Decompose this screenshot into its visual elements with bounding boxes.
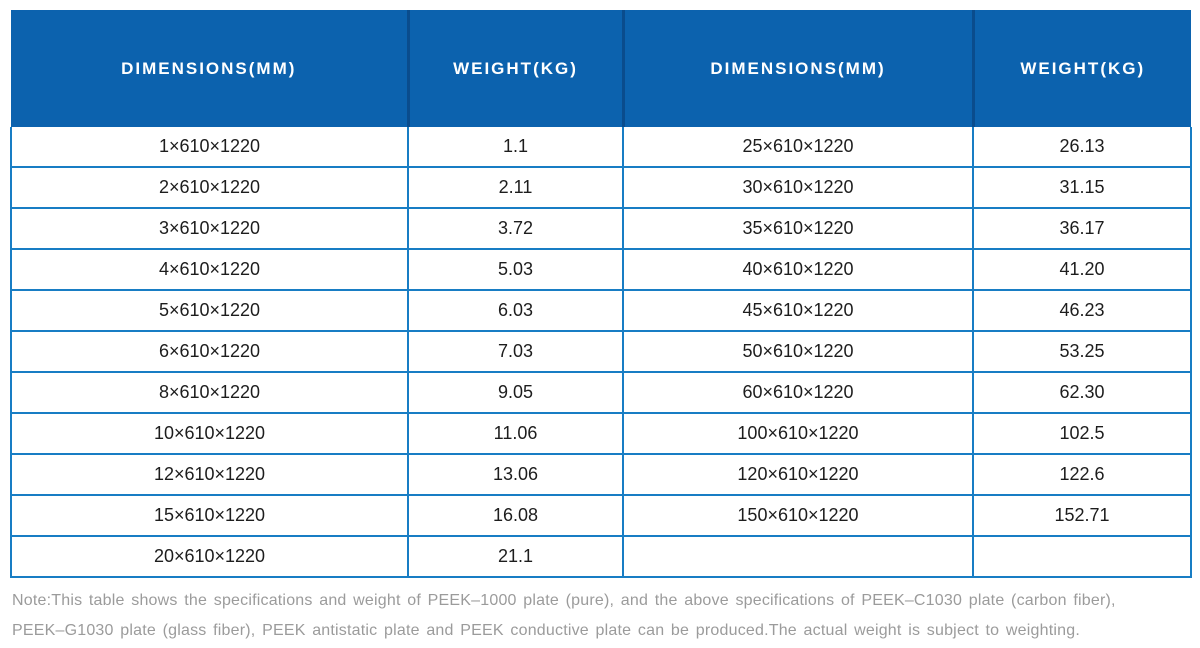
- weight-cell: 1.1: [407, 127, 624, 168]
- weight-cell: 36.17: [972, 207, 1192, 250]
- table-row: 6×610×1220 7.03 50×610×1220 53.25: [10, 330, 1192, 373]
- weight-cell: 122.6: [972, 453, 1192, 496]
- dimensions-cell: 20×610×1220: [10, 535, 409, 578]
- weight-cell: 41.20: [972, 248, 1192, 291]
- dimensions-cell: 100×610×1220: [622, 412, 974, 455]
- table-row: 2×610×1220 2.11 30×610×1220 31.15: [10, 166, 1192, 209]
- dimensions-cell: 35×610×1220: [622, 207, 974, 250]
- weight-cell: 16.08: [407, 494, 624, 537]
- dimensions-cell: 15×610×1220: [10, 494, 409, 537]
- table-row: 8×610×1220 9.05 60×610×1220 62.30: [10, 371, 1192, 414]
- weight-cell: 53.25: [972, 330, 1192, 373]
- weight-cell: 26.13: [972, 127, 1192, 168]
- dimensions-cell: 40×610×1220: [622, 248, 974, 291]
- dimensions-cell: 60×610×1220: [622, 371, 974, 414]
- weight-cell: 13.06: [407, 453, 624, 496]
- col-header-dimensions-left: DIMENSIONS(MM): [11, 10, 408, 127]
- dimensions-cell: 10×610×1220: [10, 412, 409, 455]
- weight-cell: 3.72: [407, 207, 624, 250]
- weight-cell: 21.1: [407, 535, 624, 578]
- weight-cell: 31.15: [972, 166, 1192, 209]
- weight-cell: 46.23: [972, 289, 1192, 332]
- dimensions-cell: 30×610×1220: [622, 166, 974, 209]
- dimensions-cell: 8×610×1220: [10, 371, 409, 414]
- weight-cell: 102.5: [972, 412, 1192, 455]
- footnote-line-1: Note:This table shows the specifications…: [12, 592, 1116, 609]
- dimensions-cell: 12×610×1220: [10, 453, 409, 496]
- spec-table: DIMENSIONS(MM) WEIGHT(KG) DIMENSIONS(MM)…: [10, 10, 1192, 578]
- weight-cell: 152.71: [972, 494, 1192, 537]
- footnote: Note:This table shows the specifications…: [12, 586, 1188, 646]
- footnote-line-2: PEEK–G1030 plate (glass fiber), PEEK ant…: [12, 622, 1080, 639]
- table-row: 1×610×1220 1.1 25×610×1220 26.13: [10, 127, 1192, 168]
- dimensions-cell: 150×610×1220: [622, 494, 974, 537]
- dimensions-cell: 120×610×1220: [622, 453, 974, 496]
- dimensions-cell: 5×610×1220: [10, 289, 409, 332]
- weight-cell: 11.06: [407, 412, 624, 455]
- table-row: 20×610×1220 21.1: [10, 535, 1192, 578]
- dimensions-cell: 4×610×1220: [10, 248, 409, 291]
- table-row: 4×610×1220 5.03 40×610×1220 41.20: [10, 248, 1192, 291]
- table-row: 3×610×1220 3.72 35×610×1220 36.17: [10, 207, 1192, 250]
- weight-cell: 62.30: [972, 371, 1192, 414]
- dimensions-cell: [622, 535, 974, 578]
- weight-cell: 6.03: [407, 289, 624, 332]
- col-header-weight-right: WEIGHT(KG): [971, 10, 1191, 127]
- weight-cell: [972, 535, 1192, 578]
- dimensions-cell: 1×610×1220: [10, 127, 409, 168]
- dimensions-cell: 25×610×1220: [622, 127, 974, 168]
- header-row: DIMENSIONS(MM) WEIGHT(KG) DIMENSIONS(MM)…: [11, 10, 1191, 127]
- table-row: 15×610×1220 16.08 150×610×1220 152.71: [10, 494, 1192, 537]
- table-row: 5×610×1220 6.03 45×610×1220 46.23: [10, 289, 1192, 332]
- dimensions-cell: 2×610×1220: [10, 166, 409, 209]
- table-body: 1×610×1220 1.1 25×610×1220 26.13 2×610×1220 2…: [10, 127, 1192, 578]
- dimensions-cell: 3×610×1220: [10, 207, 409, 250]
- weight-cell: 9.05: [407, 371, 624, 414]
- col-header-weight-left: WEIGHT(KG): [406, 10, 623, 127]
- col-header-dimensions-right: DIMENSIONS(MM): [621, 10, 973, 127]
- weight-cell: 5.03: [407, 248, 624, 291]
- dimensions-cell: 50×610×1220: [622, 330, 974, 373]
- dimensions-cell: 6×610×1220: [10, 330, 409, 373]
- weight-cell: 7.03: [407, 330, 624, 373]
- dimensions-cell: 45×610×1220: [622, 289, 974, 332]
- table-row: 10×610×1220 11.06 100×610×1220 102.5: [10, 412, 1192, 455]
- table-row: 12×610×1220 13.06 120×610×1220 122.6: [10, 453, 1192, 496]
- weight-cell: 2.11: [407, 166, 624, 209]
